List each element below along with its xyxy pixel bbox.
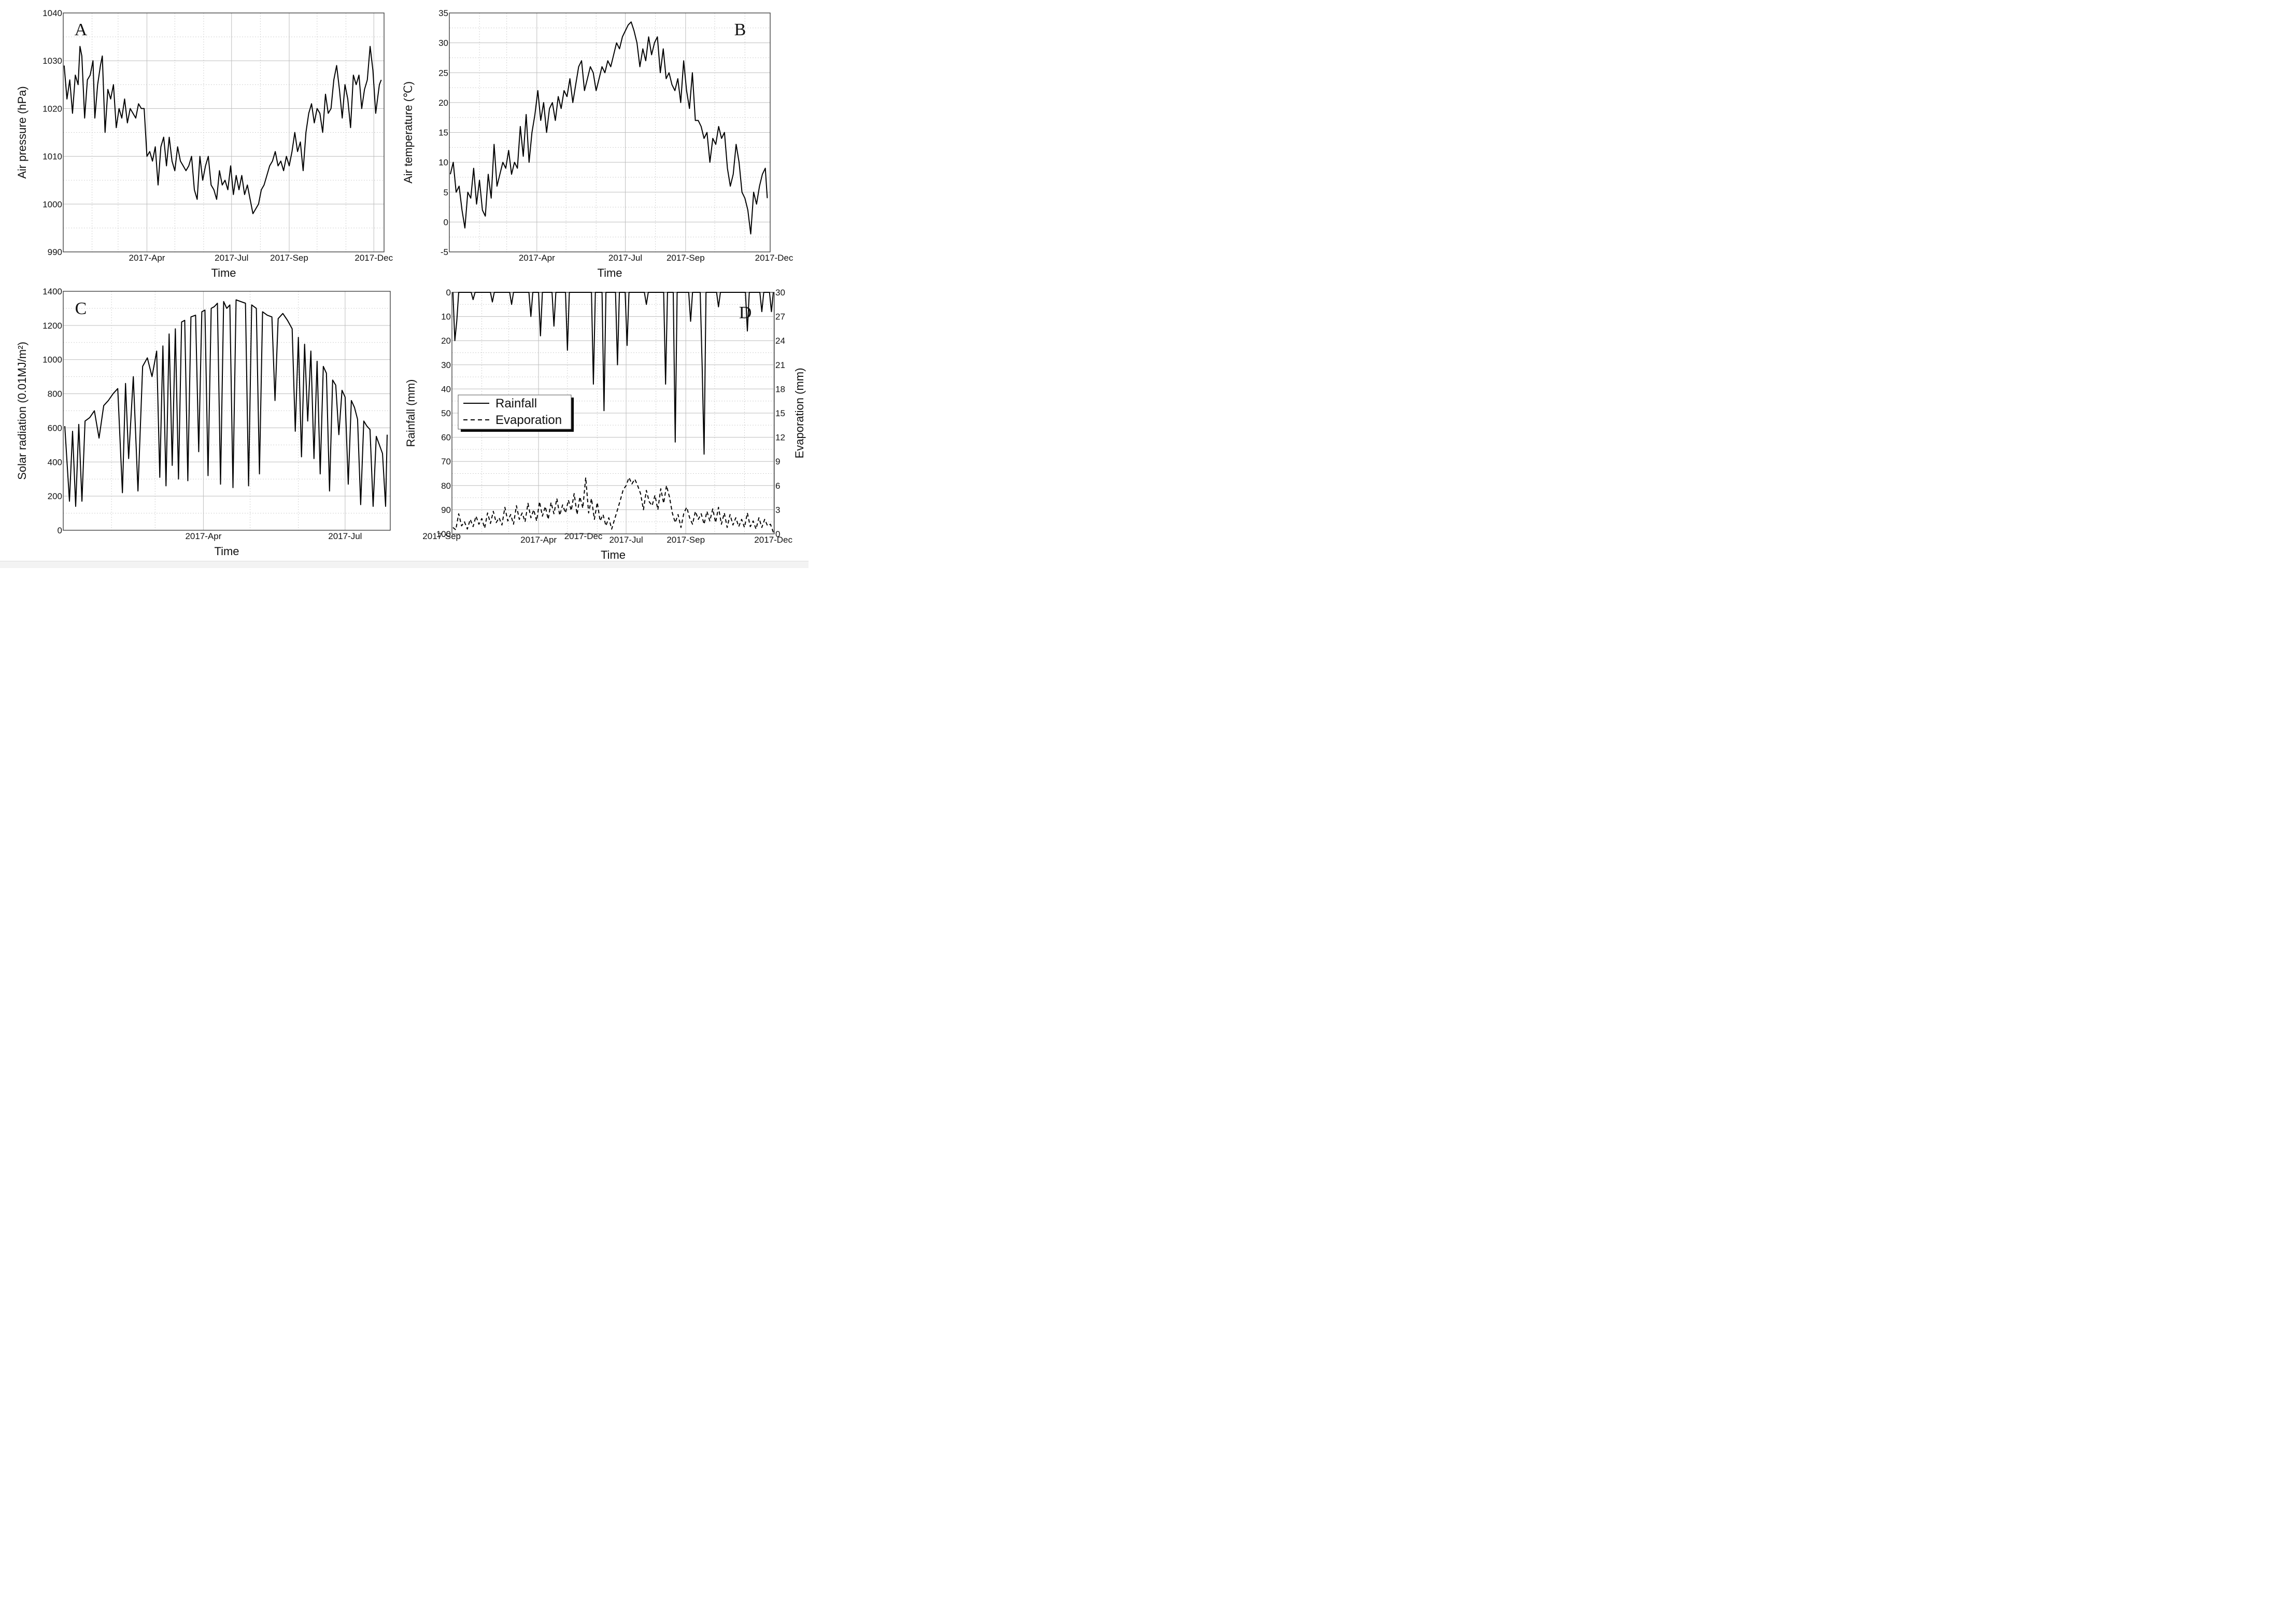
y-tick-label: 1000 [42,200,62,209]
plot-frame [63,291,391,531]
y2-tick-label: 21 [775,360,785,370]
legend-box [458,394,572,430]
x-tick-label: 2017-Apr [185,531,221,541]
x-tick-label: 2017-Dec [355,253,393,263]
y-tick-label: 5 [444,188,448,197]
plot-frame [63,12,385,252]
y-axis-title: Air temperature (℃) [402,81,415,183]
x-tick-label: 2017-Jul [608,253,642,263]
legend-label-rainfall: Rainfall [495,397,537,411]
y-tick-label: 80 [441,481,451,491]
panel-letter: D [739,303,752,322]
series-line-panel-c [64,299,388,507]
y-axis-title: Rainfall (mm) [404,379,417,447]
y-axis-title: Solar radiation (0.01MJ/m²) [16,342,29,480]
y-tick-label: 1200 [42,321,62,331]
bottom-strip [0,561,809,568]
y-tick-label: 0 [446,288,451,298]
panel-letter: A [75,20,88,39]
x-axis-title: Time [214,545,239,558]
y2-tick-label: 24 [775,336,785,346]
y-tick-label: 40 [441,384,451,394]
y2-tick-label: 3 [775,505,780,515]
y-tick-label: 800 [48,389,62,399]
y-tick-label: 1020 [42,104,62,114]
x-tick-label: 2017-Apr [519,253,555,263]
y-tick-label: 10 [438,158,448,167]
y-tick-label: 20 [438,98,448,108]
y-axis-title: Air pressure (hPa) [16,86,29,179]
series-line-panel-b [449,21,768,235]
legend-label-evaporation: Evaporation [495,413,562,427]
x-tick-label: 2017-Dec [564,531,603,541]
x-tick-label: 2017-Jul [609,535,643,545]
y-tick-label: 1000 [42,355,62,365]
y-tick-label: 1010 [42,152,62,162]
y-tick-label: 200 [48,491,62,501]
y-tick-label: 60 [441,433,451,443]
y2-tick-label: 30 [775,288,785,298]
panel-letter: C [75,299,87,318]
y-tick-label: 70 [441,457,451,466]
y2-tick-label: 12 [775,433,785,443]
x-tick-label: 2017-Sep [667,535,705,545]
y-tick-label: 90 [441,505,451,515]
y-tick-label: 990 [48,247,62,257]
y2-tick-label: 9 [775,457,780,466]
x-tick-label: 2017-Dec [754,535,792,545]
y-tick-label: 30 [441,360,451,370]
x-tick-label: 2017-Apr [129,253,165,263]
y-tick-label: 15 [438,128,448,138]
x-tick-label: 2017-Sep [270,253,308,263]
x-tick-label: 2017-Jul [215,253,248,263]
y2-tick-label: 0 [775,529,780,539]
x-tick-label: 2017-Sep [422,531,461,541]
y2-tick-label: 15 [775,408,785,418]
y-tick-label: 0 [444,217,448,227]
panel-letter: B [734,20,746,39]
series-line-evaporation [452,477,774,533]
y2-axis-title: Evaporation (mm) [793,368,806,459]
x-tick-label: 2017-Sep [667,253,705,263]
x-axis-title: Time [597,266,622,279]
y2-tick-label: 27 [775,312,785,322]
series-line-rainfall [452,292,774,455]
y-tick-label: 0 [58,526,62,535]
y-tick-label: 10 [441,312,451,322]
y-tick-label: 30 [438,38,448,48]
series-line-panel-a [63,46,382,215]
y-tick-label: 1040 [42,8,62,18]
x-axis-title: Time [211,266,236,279]
y-tick-label: 25 [438,68,448,78]
y2-tick-label: 18 [775,384,785,394]
y-tick-label: 1400 [42,287,62,296]
x-tick-label: 2017-Jul [328,531,362,541]
y-tick-label: 1030 [42,56,62,66]
y-tick-label: 400 [48,457,62,467]
x-axis-title: Time [601,548,626,561]
y-tick-label: 20 [441,336,451,346]
plot-frame [449,12,771,252]
x-tick-label: 2017-Dec [755,253,793,263]
y-tick-label: 35 [438,8,448,18]
y-tick-label: -5 [441,247,448,257]
y-tick-label: 50 [441,408,451,418]
y-tick-label: 600 [48,423,62,433]
x-tick-label: 2017-Apr [520,535,557,545]
y2-tick-label: 6 [775,481,780,491]
figure: 990 1000 1010 1020 1030 1040 2017-Apr 2017-Jul 2… [0,0,809,568]
y-tick-label: 100 [436,529,451,539]
